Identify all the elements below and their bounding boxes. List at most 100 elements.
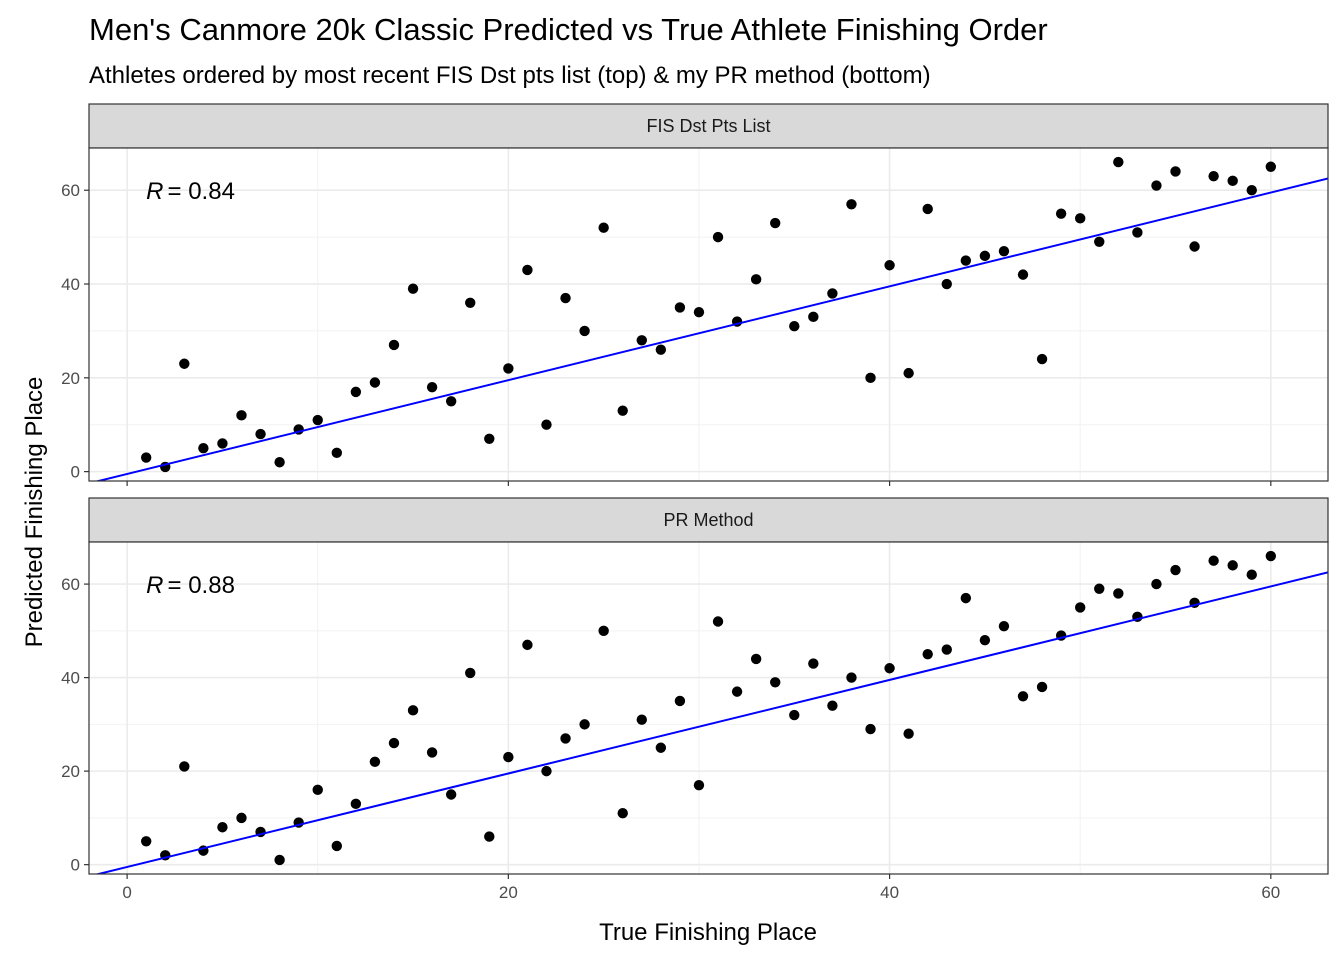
correlation-value: = 0.84 [168,178,235,205]
data-point [1132,227,1143,238]
data-point [1113,588,1124,599]
y-tick-label: 20 [61,369,80,388]
fit-line [94,177,1328,481]
data-point [617,808,628,819]
x-tick-label: 40 [880,883,899,902]
facet-panels: FIS Dst Pts List 0 20 40 60 R = 0.84 PR Method 0… [61,103,1329,902]
data-point [998,620,1010,632]
data-point [731,686,743,697]
data-point [522,639,533,651]
data-point [1170,564,1181,576]
data-point [350,386,362,398]
facet-strip-label: PR Method [663,510,753,530]
data-point [560,733,571,744]
data-point [426,747,438,758]
data-point [884,663,895,674]
panel-background [89,542,1328,874]
data-point [560,292,571,304]
data-point [1075,602,1086,613]
data-point [712,231,724,243]
panel-1: FIS Dst Pts List 0 20 40 60 R = 0.84 [61,103,1329,486]
data-point [1265,550,1277,562]
data-point [1113,156,1124,168]
data-point [579,719,590,730]
y-axis-title: Predicted Finishing Place [21,377,48,648]
data-point [522,264,533,276]
data-point [1246,569,1257,580]
data-point [903,728,914,739]
data-point [274,457,285,468]
data-point [1189,241,1200,252]
data-point [865,723,876,735]
data-point [808,658,819,669]
data-point [350,798,362,810]
y-tick-label: 40 [61,669,80,688]
y-tick-label: 0 [71,463,80,482]
data-point [179,358,190,369]
data-point [693,306,705,318]
y-tick-label: 0 [71,856,80,875]
data-point [407,283,419,294]
data-point [1151,578,1162,590]
data-point [1075,213,1086,224]
data-point [140,452,152,463]
data-point [1017,691,1029,702]
data-point [655,344,667,355]
data-point [941,644,952,655]
data-point [1265,161,1277,172]
data-point [636,714,647,725]
data-point [445,396,457,407]
data-point [217,438,228,449]
panel-border [88,541,1329,875]
data-point [846,672,857,683]
data-point [960,255,972,266]
panel-2: PR Method 0 20 40 60 0 20 40 60 R = 0.88 [61,497,1329,902]
data-point [979,250,991,262]
correlation-symbol: R [146,178,163,205]
x-tick-label: 60 [1261,883,1280,902]
data-point [236,812,247,824]
data-point [598,222,609,233]
fit-line [94,571,1328,874]
data-point [598,625,609,637]
data-point [503,363,514,374]
data-point [808,311,819,323]
x-tick-label: 0 [122,883,131,902]
data-point [1055,208,1067,219]
data-point [541,765,552,777]
data-point [140,836,152,847]
data-point [770,217,781,229]
data-point [579,325,590,337]
data-point [1094,583,1105,594]
data-point [903,367,914,379]
data-point [674,302,686,313]
data-point [1227,175,1238,187]
data-point [445,789,457,800]
data-point [465,297,476,308]
y-tick-label: 20 [61,762,80,781]
data-point [998,245,1010,257]
x-tick-label: 20 [499,883,518,902]
panel-border [88,147,1329,482]
facet-strip [88,103,1329,149]
data-point [1151,180,1162,191]
data-point [960,592,972,604]
data-point [331,447,342,459]
data-point [1094,236,1105,248]
data-point [465,667,476,679]
data-point [884,260,895,271]
data-point [198,442,209,454]
data-point [388,737,400,749]
data-point [331,840,342,852]
data-point [236,410,247,421]
y-tick-label: 60 [61,181,80,200]
facet-strip-label: FIS Dst Pts List [646,116,770,136]
data-point [846,199,857,210]
data-point [388,339,400,351]
y-tick-label: 40 [61,275,80,294]
data-point [312,414,323,426]
data-point [712,616,724,627]
data-point [369,756,381,767]
y-tick-label: 60 [61,575,80,594]
data-point [617,405,628,416]
